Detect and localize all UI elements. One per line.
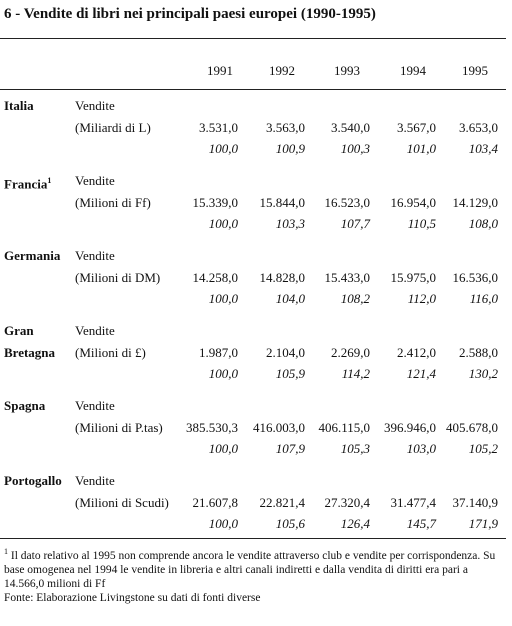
country: Gran Bretagna	[4, 320, 70, 364]
source: Fonte: Elaborazione Livingstone su dati …	[4, 591, 261, 604]
country-name: Spagna	[4, 398, 46, 413]
index-value: 130,2	[468, 366, 498, 381]
country-name: Italia	[4, 98, 34, 113]
year-header: 1993	[334, 63, 360, 78]
footnote: 1 Il dato relativo al 1995 non comprende…	[4, 545, 504, 605]
index-value: 100,0	[208, 216, 238, 231]
value: 14.258,0	[192, 270, 239, 285]
year-header: 1995	[462, 63, 488, 78]
rule	[0, 38, 506, 39]
measure: Vendite	[75, 248, 115, 263]
value: 3.567,0	[397, 120, 436, 135]
value: 16.523,0	[324, 195, 371, 210]
value: 3.531,0	[199, 120, 238, 135]
rule	[0, 89, 506, 90]
index-value: 104,0	[275, 291, 305, 306]
value: 16.954,0	[390, 195, 437, 210]
index-value: 100,0	[208, 441, 238, 456]
index-value: 112,0	[407, 291, 436, 306]
value: 21.607,8	[192, 495, 239, 510]
value: 31.477,4	[390, 495, 437, 510]
footnote-text: Il dato relativo al 1995 non comprende a…	[4, 549, 496, 590]
index-value: 103,3	[275, 216, 305, 231]
index-value: 100,0	[208, 516, 238, 531]
measure: Vendite	[75, 398, 115, 413]
measure: Vendite	[75, 173, 115, 188]
index-value: 108,0	[468, 216, 498, 231]
value: 2.104,0	[266, 345, 305, 360]
value: 15.339,0	[192, 195, 239, 210]
measure: Vendite	[75, 473, 115, 488]
index-value: 107,7	[340, 216, 370, 231]
value: 37.140,9	[452, 495, 499, 510]
value: 2.412,0	[397, 345, 436, 360]
index-value: 145,7	[406, 516, 436, 531]
value: 385.530,3	[186, 420, 238, 435]
index-value: 103,0	[406, 441, 436, 456]
value: 3.563,0	[266, 120, 305, 135]
unit: (Milioni di DM)	[75, 270, 161, 285]
country: Spagna	[4, 395, 70, 417]
measure: Vendite	[75, 323, 115, 338]
index-value: 105,6	[275, 516, 305, 531]
unit: (Milioni di Ff)	[75, 195, 151, 210]
index-value: 116,0	[469, 291, 498, 306]
unit: (Milioni di Scudi)	[75, 495, 169, 510]
index-value: 114,2	[341, 366, 370, 381]
index-value: 126,4	[340, 516, 370, 531]
index-value: 105,9	[275, 366, 305, 381]
measure: Vendite	[75, 98, 115, 113]
country-name: Francia	[4, 176, 48, 192]
index-value: 105,3	[340, 441, 370, 456]
index-value: 121,4	[406, 366, 436, 381]
index-value: 101,0	[406, 141, 436, 156]
index-value: 107,9	[275, 441, 305, 456]
unit: (Milioni di £)	[75, 345, 146, 360]
index-value: 100,9	[275, 141, 305, 156]
country-name: Portogallo	[4, 473, 62, 488]
value: 27.320,4	[324, 495, 371, 510]
value: 1.987,0	[199, 345, 238, 360]
rule	[0, 538, 506, 539]
index-value: 100,0	[208, 141, 238, 156]
year-header: 1991	[207, 63, 233, 78]
title: 6 - Vendite di libri nei principali paes…	[4, 6, 376, 22]
country: Italia	[4, 95, 70, 117]
index-value: 110,5	[407, 216, 436, 231]
value: 2.269,0	[331, 345, 370, 360]
value: 14.129,0	[452, 195, 499, 210]
unit: (Milioni di P.tas)	[75, 420, 163, 435]
index-value: 100,0	[208, 291, 238, 306]
value: 416.003,0	[253, 420, 305, 435]
index-value: 100,3	[340, 141, 370, 156]
country-name: Germania	[4, 248, 61, 263]
index-value: 171,9	[468, 516, 498, 531]
value: 405.678,0	[446, 420, 498, 435]
index-value: 108,2	[340, 291, 370, 306]
value: 3.653,0	[459, 120, 498, 135]
footnote-marker: 1	[4, 547, 8, 556]
unit: (Miliardi di L)	[75, 120, 151, 135]
footnote-marker: 1	[47, 176, 52, 185]
country: Germania	[4, 245, 70, 267]
index-value: 105,2	[468, 441, 498, 456]
index-value: 103,4	[468, 141, 498, 156]
value: 16.536,0	[452, 270, 499, 285]
country-name: Gran Bretagna	[4, 323, 56, 360]
value: 406.115,0	[318, 420, 370, 435]
index-value: 100,0	[208, 366, 238, 381]
value: 15.975,0	[390, 270, 437, 285]
year-header: 1994	[400, 63, 426, 78]
value: 15.844,0	[259, 195, 306, 210]
value: 14.828,0	[259, 270, 306, 285]
country: Francia1	[4, 170, 70, 195]
year-header: 1992	[269, 63, 295, 78]
value: 3.540,0	[331, 120, 370, 135]
country: Portogallo	[4, 470, 70, 492]
value: 396.946,0	[384, 420, 436, 435]
value: 15.433,0	[324, 270, 371, 285]
value: 2.588,0	[459, 345, 498, 360]
value: 22.821,4	[259, 495, 306, 510]
